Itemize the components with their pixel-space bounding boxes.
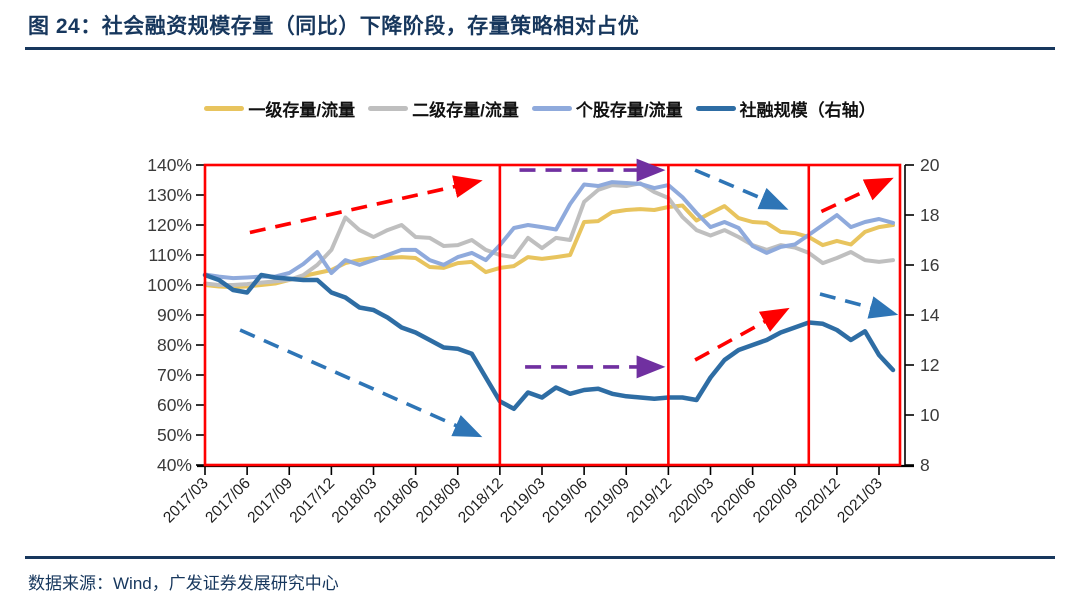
y-tick-label-right: 10 [920, 405, 940, 425]
trend-arrow-blue [239, 328, 483, 438]
legend-item-tsf: 社融规模（右轴） [695, 96, 876, 121]
x-tick-label: 2019/12 [624, 475, 676, 527]
footer-divider [25, 556, 1055, 559]
x-tick-label: 2019/06 [539, 475, 591, 527]
y-tick-label-left: 110% [149, 245, 192, 265]
y-tick-label-left: 60% [157, 395, 192, 415]
y-tick-label-right: 16 [920, 255, 939, 275]
y-tick-label-left: 70% [157, 365, 192, 385]
x-tick-label: 2021/03 [834, 475, 886, 527]
x-tick-label: 2018/12 [455, 475, 507, 527]
x-tick-label: 2017/06 [202, 475, 254, 527]
legend-swatch-stocks [531, 106, 572, 111]
legend-swatch-tsf [695, 106, 736, 111]
legend-swatch-secondary [368, 106, 409, 111]
x-tick-label: 2019/09 [581, 475, 633, 527]
figure-title: 图 24：社会融资规模存量（同比）下降阶段，存量策略相对占优 [28, 15, 640, 38]
x-tick-label: 2020/12 [792, 475, 844, 527]
y-tick-label-left: 130% [147, 185, 192, 205]
series-tsf [202, 272, 896, 412]
series-stocks [203, 180, 895, 281]
x-tick-label: 2018/06 [371, 475, 423, 527]
trend-arrow-red [694, 307, 790, 362]
y-tick-label-right: 14 [920, 305, 940, 325]
legend-label-secondary: 二级存量/流量 [412, 101, 519, 120]
legend-item-secondary: 二级存量/流量 [368, 96, 519, 121]
x-tick-label: 2020/03 [666, 475, 718, 527]
legend-item-stocks: 个股存量/流量 [531, 96, 683, 121]
trend-arrow-red [820, 177, 894, 214]
y-tick-label-left: 40% [157, 455, 192, 475]
x-tick-label: 2017/03 [160, 475, 212, 527]
y-tick-label-left: 100% [147, 275, 192, 295]
legend-label-tsf: 社融规模（右轴） [739, 101, 876, 120]
series-primary [203, 203, 895, 290]
legend-label-primary: 一级存量/流量 [248, 101, 356, 120]
data-source: 数据来源：Wind，广发证券发展研究中心 [28, 574, 339, 593]
y-tick-label-left: 120% [147, 215, 192, 235]
x-tick-label: 2017/12 [287, 475, 339, 527]
y-tick-label-right: 18 [920, 205, 939, 225]
legend-swatch-primary [204, 106, 245, 111]
x-tick-label: 2018/03 [329, 475, 381, 527]
trend-arrow-blue [694, 168, 789, 210]
x-tick-label: 2020/06 [708, 475, 760, 527]
chart-legend: 一级存量/流量 二级存量/流量 个股存量/流量 社融规模（右轴） [0, 96, 1080, 121]
legend-label-stocks: 个股存量/流量 [575, 101, 683, 120]
x-tick-label: 2019/03 [497, 475, 549, 527]
x-tick-label: 2017/09 [244, 475, 296, 527]
y-tick-label-right: 20 [920, 155, 940, 175]
y-tick-label-right: 8 [920, 455, 930, 475]
y-tick-label-left: 80% [157, 335, 192, 355]
y-tick-label-left: 140% [147, 155, 192, 175]
legend-item-primary: 一级存量/流量 [204, 96, 355, 121]
trend-arrow-red [249, 175, 483, 235]
phase-border [203, 163, 902, 467]
title-divider [25, 47, 1055, 50]
x-tick-label: 2018/09 [413, 475, 465, 527]
y-tick-label-right: 12 [920, 355, 939, 375]
y-tick-label-left: 50% [157, 425, 192, 445]
y-tick-label-left: 90% [157, 305, 192, 325]
trend-arrow-blue [819, 292, 899, 319]
x-tick-label: 2020/09 [750, 475, 802, 527]
